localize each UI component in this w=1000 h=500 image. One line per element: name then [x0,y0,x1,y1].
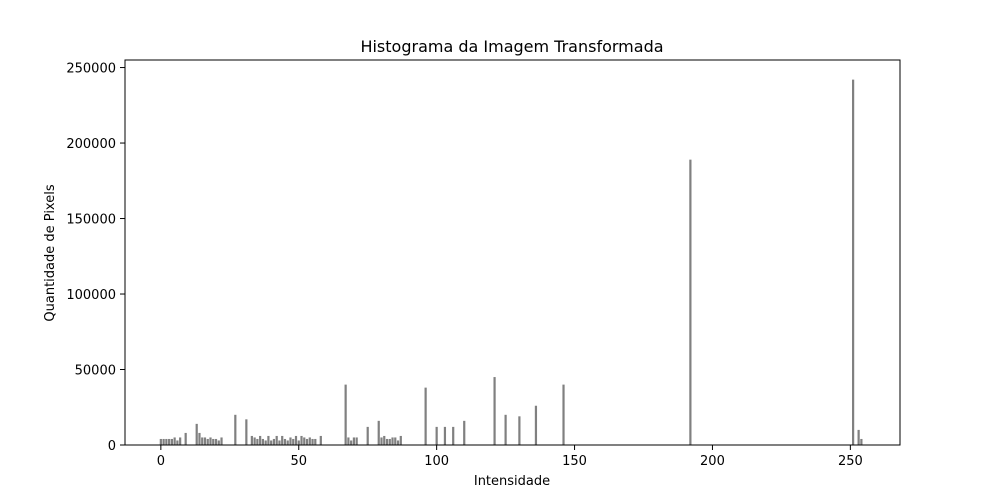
chart-title: Histograma da Imagem Transformada [360,37,663,56]
histogram-bar [201,437,204,445]
histogram-bar [259,435,262,445]
y-tick-label: 150000 [66,213,116,228]
histogram-bar [220,437,223,445]
histogram-bar [159,438,162,445]
histogram-bar [289,437,292,445]
x-tick-label: 200 [700,454,725,469]
histogram-bar [286,440,289,445]
x-tick-label: 250 [838,454,863,469]
histogram-bar [380,437,383,445]
histogram-bar [303,437,306,445]
histogram-bar [168,438,171,445]
histogram-bar [198,432,201,445]
histogram-bar [350,440,353,445]
histogram-bar [278,440,281,445]
histogram-bar [388,438,391,445]
histogram-bar [217,440,220,445]
histogram-bar [294,435,298,445]
histogram-bar [253,437,256,445]
histogram-bar [270,440,273,445]
histogram-bar [319,435,322,445]
histogram-bar [443,426,447,445]
histogram-bar [173,437,176,445]
x-tick-label: 50 [290,454,307,469]
histogram-bar [305,438,309,445]
histogram-bar [399,435,402,445]
histogram-bar [203,437,207,445]
histogram-bar [267,435,270,445]
histogram-bar [366,426,369,445]
histogram-bar [297,440,300,445]
histogram-bar [275,435,278,445]
histogram-bar [281,435,284,445]
histogram-bar [562,384,565,445]
histogram-bar [184,432,187,445]
histogram-bar [504,414,507,445]
histogram-bar [209,437,212,445]
histogram-bar [179,437,182,445]
histogram-bar [256,438,259,445]
histogram-bar [170,438,173,445]
histogram-bar [264,440,267,445]
y-tick-label: 100000 [66,288,116,303]
histogram-bar [347,437,350,445]
histogram-bar [308,437,311,445]
histogram-bar [852,79,855,446]
y-axis-ticks: 0 50000 100000 150000 200000 250000 [66,62,125,454]
histogram-bar [206,438,209,445]
x-tick-label: 0 [157,454,165,469]
histogram-bar [385,438,389,445]
plot-frame [124,59,901,446]
histogram-bar [377,420,380,445]
histogram-bar [214,438,218,445]
histogram-bar [311,438,314,445]
histogram-bar [534,405,538,445]
histogram-bar [493,377,496,445]
bars-group [159,79,863,446]
histogram-bar [245,419,248,445]
histogram-bar [394,437,397,445]
x-axis-ticks: 0 50 100 150 200 250 [157,445,863,469]
histogram-bar [857,429,860,445]
histogram-bar [162,438,165,445]
histogram-bar [314,438,317,445]
histogram-bar [283,438,287,445]
histogram-bar [391,437,394,445]
histogram-bar [300,435,303,445]
histogram-bar [195,423,198,445]
histogram-bar [860,438,863,445]
histogram-bar [463,420,466,445]
histogram-bar [518,416,521,445]
y-tick-label: 0 [108,439,116,454]
y-tick-label: 200000 [66,137,116,152]
histogram-bar [689,159,692,445]
histogram-bar [355,437,358,445]
histogram-bar [212,438,215,445]
histogram-bar [292,438,295,445]
histogram-bar [344,384,347,445]
histogram-bar [176,440,179,445]
y-axis-title: Quantidade de Pixels [43,184,58,321]
histogram-bar [396,440,400,445]
histogram-bar [165,438,168,445]
histogram-bar [261,438,265,445]
histogram-bar [250,435,253,445]
y-tick-label: 50000 [75,364,116,379]
y-tick-label: 250000 [66,62,116,77]
histogram-bar [272,438,276,445]
x-axis-title: Intensidade [474,474,550,489]
histogram-bar [352,437,356,445]
histogram-bar [234,414,237,445]
x-tick-label: 150 [562,454,587,469]
histogram-bar [424,387,427,445]
histogram-bar [383,435,386,445]
histogram-bar [452,426,455,445]
x-tick-label: 100 [424,454,449,469]
histogram-bar [435,426,438,445]
